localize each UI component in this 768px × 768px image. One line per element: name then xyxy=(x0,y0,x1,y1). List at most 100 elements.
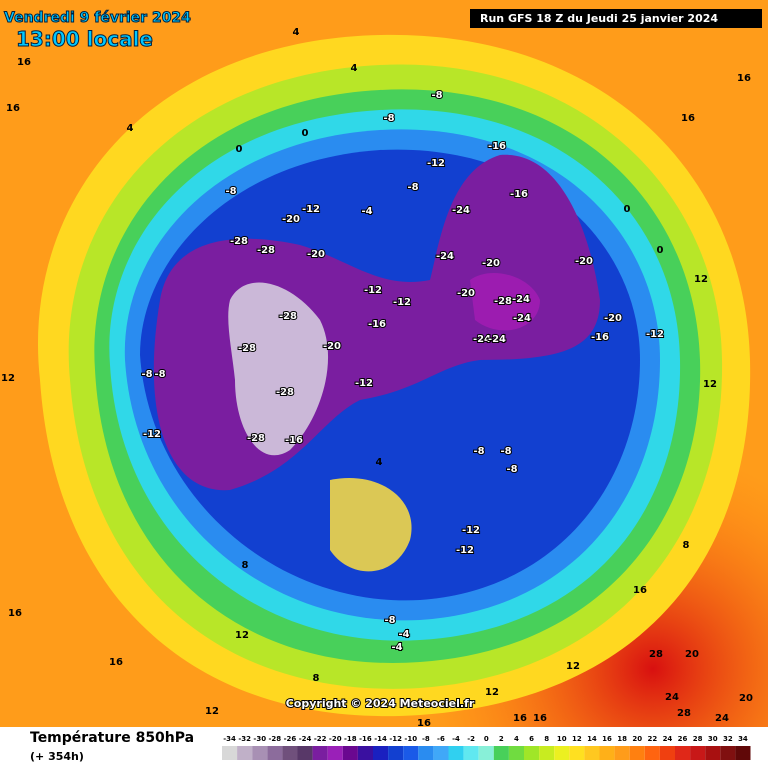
color-swatch xyxy=(524,746,540,760)
contour-label: 16 xyxy=(417,718,431,729)
copyright: Copyright © 2024 Meteociel.fr xyxy=(286,697,475,710)
contour-label: 8 xyxy=(683,540,690,551)
contour-label: -24 xyxy=(488,334,506,345)
contour-label: 12 xyxy=(1,373,15,384)
color-swatch xyxy=(720,746,736,760)
contour-label: 0 xyxy=(657,245,664,256)
contour-label: -20 xyxy=(457,288,475,299)
contour-label: -20 xyxy=(323,341,341,352)
forecast-date: Vendredi 9 février 2024 xyxy=(4,10,191,26)
scale-label: 14 xyxy=(587,735,597,743)
contour-label: -20 xyxy=(282,214,300,225)
contour-label: -4 xyxy=(391,642,402,653)
scale-label: -4 xyxy=(452,735,460,743)
contour-label: 20 xyxy=(739,693,753,704)
contour-label: -8 xyxy=(225,186,236,197)
contour-label: 24 xyxy=(665,692,679,703)
contour-label: -24 xyxy=(512,294,530,305)
contour-label: -28 xyxy=(494,296,512,307)
color-swatch xyxy=(463,746,479,760)
scale-label: -14 xyxy=(374,735,387,743)
color-scale: -34 -32 -30 -28 -26 -24 -22 -20 -18 -16 -14 -12 -10-… xyxy=(222,735,751,760)
contour-label: -24 xyxy=(513,313,531,324)
contour-label: -4 xyxy=(398,629,409,640)
contour-label: -24 xyxy=(436,251,454,262)
color-swatch xyxy=(357,746,373,760)
scale-label: -10 xyxy=(404,735,417,743)
color-swatch xyxy=(342,746,358,760)
scale-label: -2 xyxy=(467,735,475,743)
contour-label: 12 xyxy=(694,274,708,285)
contour-label: 12 xyxy=(205,706,219,717)
run-box xyxy=(470,9,762,28)
scale-label: -24 xyxy=(299,735,312,743)
forecast-time: 13:00 locale xyxy=(16,27,153,51)
contour-label: 12 xyxy=(235,630,249,641)
scale-label: 28 xyxy=(693,735,703,743)
contour-label: -8 xyxy=(141,369,152,380)
contour-label: -28 xyxy=(230,236,248,247)
scale-label: -22 xyxy=(314,735,327,743)
color-swatch xyxy=(659,746,675,760)
contour-label: 12 xyxy=(566,661,580,672)
contour-label: -8 xyxy=(500,446,511,457)
legend-title: Température 850hPa xyxy=(30,730,194,746)
contour-label: 16 xyxy=(17,57,31,68)
scale-label: -20 xyxy=(329,735,342,743)
color-swatch xyxy=(478,746,494,760)
lead-time: (+ 354h) xyxy=(30,750,84,763)
scale-label: -6 xyxy=(437,735,445,743)
contour-label: -12 xyxy=(393,297,411,308)
color-swatch xyxy=(569,746,585,760)
contour-label: -24 xyxy=(452,205,470,216)
color-swatch xyxy=(584,746,600,760)
scale-label: -30 xyxy=(253,735,266,743)
color-swatch xyxy=(403,746,419,760)
scale-label: 20 xyxy=(632,735,642,743)
contour-label: 16 xyxy=(513,713,527,724)
contour-label: -8 xyxy=(407,182,418,193)
contour-label: 4 xyxy=(351,63,358,74)
contour-label: 0 xyxy=(624,204,631,215)
run-info: Run GFS 18 Z du Jeudi 25 janvier 2024 xyxy=(480,12,718,25)
scale-label: -28 xyxy=(269,735,282,743)
color-swatch xyxy=(433,746,449,760)
contour-label: 8 xyxy=(242,560,249,571)
contour-label: 0 xyxy=(302,128,309,139)
contour-label: 20 xyxy=(685,649,699,660)
contour-label: -12 xyxy=(462,525,480,536)
contour-label: -8 xyxy=(384,615,395,626)
contour-label: 12 xyxy=(485,687,499,698)
scale-label: 32 xyxy=(723,735,733,743)
color-swatch xyxy=(418,746,434,760)
scale-label: 16 xyxy=(602,735,612,743)
scale-label: 26 xyxy=(678,735,688,743)
contour-label: -16 xyxy=(368,319,386,330)
contour-label: 0 xyxy=(236,144,243,155)
scale-label: -18 xyxy=(344,735,357,743)
scale-label: 8 xyxy=(544,735,549,743)
color-swatch xyxy=(705,746,721,760)
contour-label: 4 xyxy=(293,27,300,38)
scale-label: 6 xyxy=(529,735,534,743)
color-swatch xyxy=(282,746,298,760)
contour-label: -12 xyxy=(427,158,445,169)
scale-label: -16 xyxy=(359,735,372,743)
color-swatch xyxy=(237,746,253,760)
contour-label: -28 xyxy=(276,387,294,398)
scale-label: -32 xyxy=(238,735,251,743)
contour-label: -12 xyxy=(364,285,382,296)
color-swatch xyxy=(508,746,524,760)
contour-label: 16 xyxy=(737,73,751,84)
contour-label: 8 xyxy=(313,673,320,684)
scale-label: 34 xyxy=(738,735,748,743)
color-swatch xyxy=(388,746,404,760)
color-swatch xyxy=(690,746,706,760)
scale-label: 2 xyxy=(499,735,504,743)
color-swatch xyxy=(222,746,238,760)
contour-label: -28 xyxy=(279,311,297,322)
color-swatch xyxy=(675,746,691,760)
